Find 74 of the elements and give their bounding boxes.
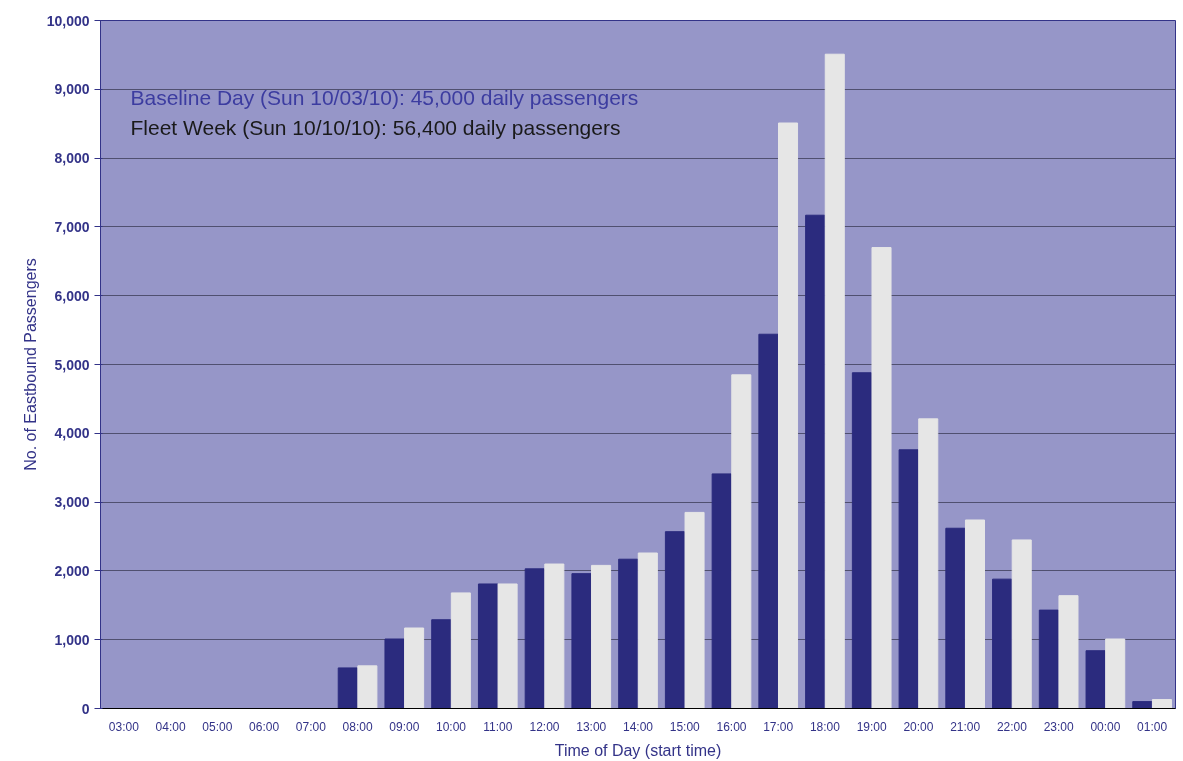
- bar: [477, 583, 498, 709]
- x-tick-label: 14:00: [622, 719, 654, 734]
- bar: [1085, 650, 1106, 709]
- bar: [871, 247, 892, 709]
- bar: [711, 473, 732, 709]
- bar: [664, 531, 685, 709]
- x-tick-label: 08:00: [342, 719, 373, 734]
- x-tick-label: 06:00: [249, 719, 280, 734]
- x-tick-label: 18:00: [809, 719, 841, 734]
- y-tick-label: 0: [81, 700, 90, 717]
- y-tick-label: 7,000: [54, 218, 90, 235]
- x-tick-label: 11:00: [483, 719, 513, 734]
- bar: [684, 511, 705, 709]
- bar: [357, 665, 378, 709]
- y-tick-label: 4,000: [54, 425, 90, 442]
- x-tick-label: 13:00: [576, 719, 607, 734]
- bar: [918, 418, 939, 709]
- bar: [945, 527, 966, 709]
- y-tick-label: 2,000: [54, 562, 90, 579]
- x-axis-title: Time of Day (start time): [554, 741, 722, 759]
- bar: [898, 449, 919, 709]
- x-tick-label: 01:00: [1137, 719, 1168, 734]
- bar: [524, 568, 545, 709]
- bar: [618, 558, 639, 709]
- x-tick-label: 16:00: [716, 719, 747, 734]
- y-tick-label: 5,000: [54, 356, 90, 373]
- x-tick-label: 23:00: [1043, 719, 1074, 734]
- bar: [497, 583, 518, 709]
- x-tick-label: 03:00: [108, 719, 140, 734]
- y-tick-label: 8,000: [54, 150, 90, 167]
- bar: [1038, 609, 1059, 709]
- bar: [1132, 701, 1153, 709]
- x-tick-label: 17:00: [763, 719, 794, 734]
- x-tick-label: 09:00: [389, 719, 420, 734]
- bar: [404, 627, 425, 709]
- y-tick-label: 3,000: [54, 494, 90, 511]
- annotation: Fleet Week (Sun 10/10/10): 56,400 daily passengers: [130, 115, 621, 139]
- bar: [1105, 638, 1126, 709]
- bar: [431, 619, 452, 709]
- y-axis-title: No. of Eastbound Passengers: [21, 258, 39, 471]
- x-tick-label: 04:00: [155, 719, 186, 734]
- x-tick-label: 21:00: [950, 719, 981, 734]
- y-tick-label: 9,000: [54, 81, 90, 98]
- bar: [731, 374, 752, 709]
- bar: [992, 578, 1013, 709]
- x-tick-label: 19:00: [856, 719, 888, 734]
- x-tick-label: 07:00: [295, 719, 327, 734]
- y-tick-label: 1,000: [54, 631, 90, 648]
- x-tick-label: 00:00: [1090, 719, 1121, 734]
- bar: [337, 667, 358, 709]
- x-tick-label: 12:00: [529, 719, 560, 734]
- bar: [851, 372, 872, 709]
- y-tick-label: 6,000: [54, 287, 90, 304]
- bar: [591, 564, 612, 709]
- bar: [571, 573, 592, 709]
- x-tick-label: 05:00: [202, 719, 233, 734]
- bar: [1151, 699, 1172, 709]
- bar: [1011, 539, 1032, 709]
- bar: [964, 519, 986, 709]
- bar: [1058, 595, 1079, 709]
- bar: [824, 53, 845, 709]
- bar: [805, 214, 826, 709]
- x-tick-label: 10:00: [436, 719, 467, 734]
- bar: [384, 638, 405, 709]
- bar: [637, 552, 658, 709]
- x-tick-label: 20:00: [903, 719, 934, 734]
- x-tick-label: 22:00: [996, 719, 1028, 734]
- y-tick-label: 10,000: [46, 12, 90, 29]
- x-tick-label: 15:00: [669, 719, 701, 734]
- bar: [544, 563, 565, 709]
- bar: [450, 592, 471, 709]
- bar: [758, 333, 779, 709]
- bar: [778, 122, 799, 709]
- annotation: Baseline Day (Sun 10/03/10): 45,000 daily passengers: [130, 85, 639, 109]
